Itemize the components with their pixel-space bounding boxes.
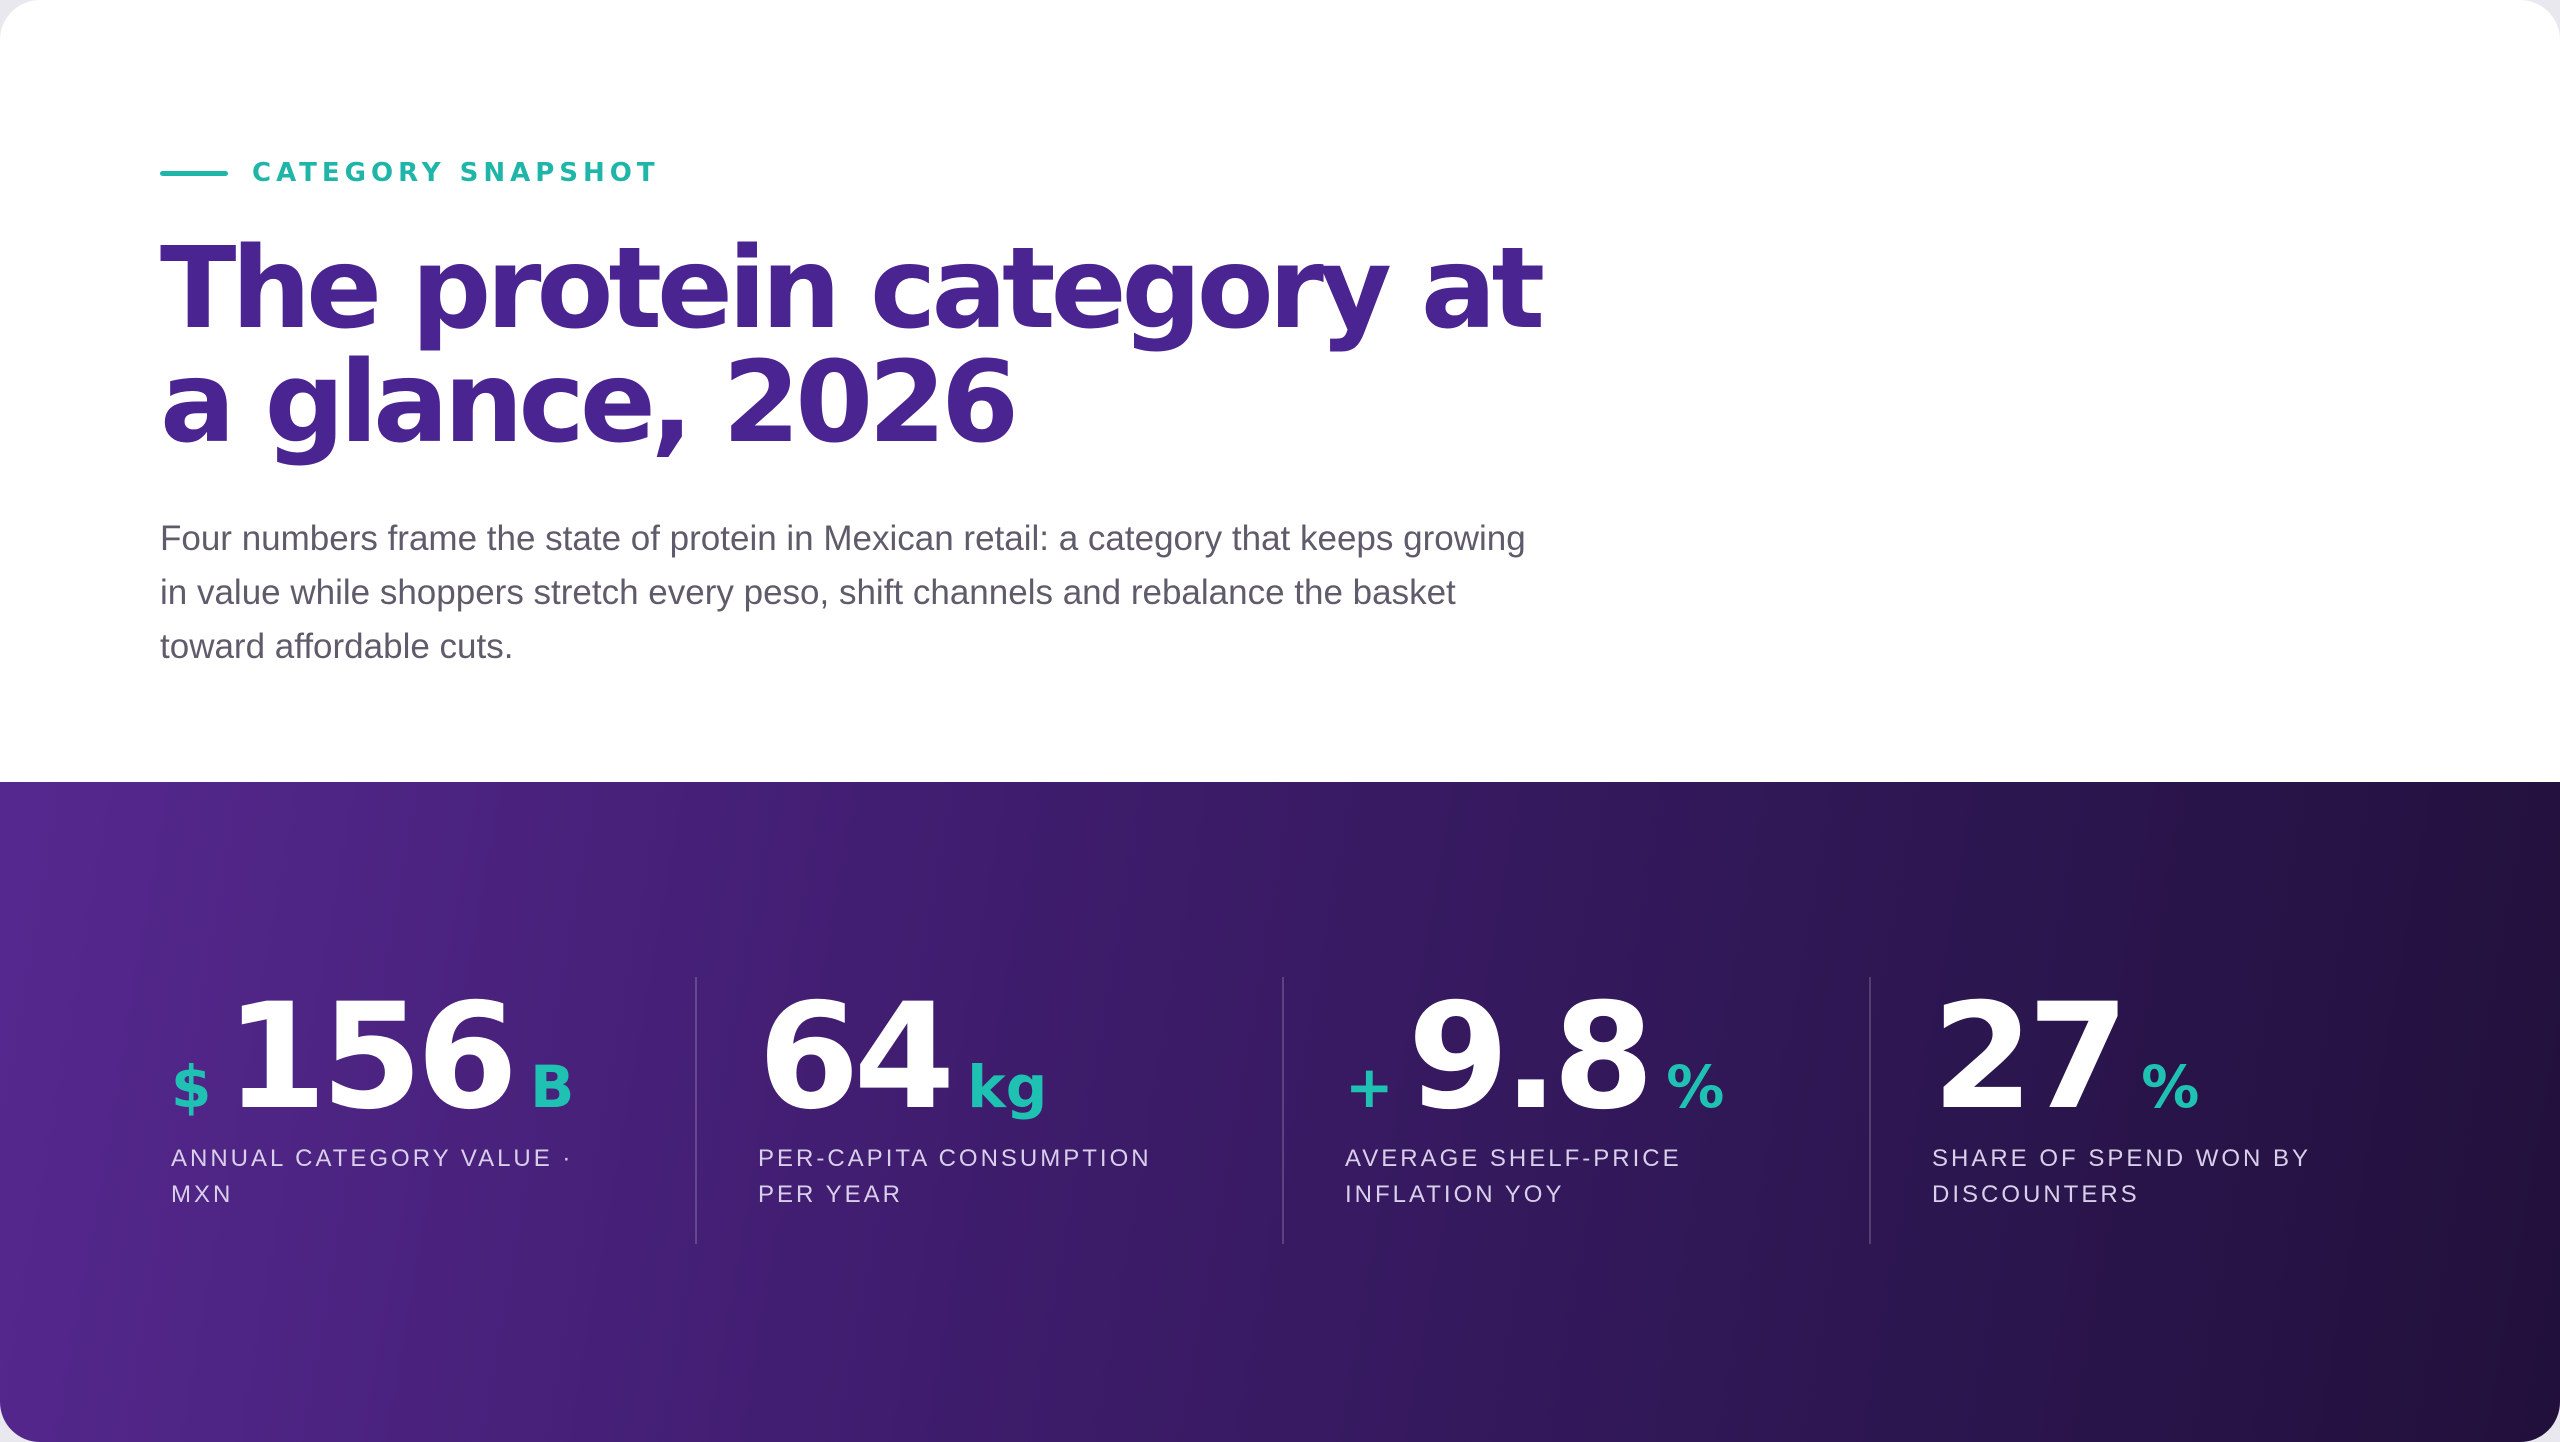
stat-unit: % [2141, 1053, 2200, 1121]
stat-label: ANNUAL CATEGORY VALUE · MXN [171, 1145, 574, 1208]
stats-panel: $156 B ANNUAL CATEGORY VALUE · MXN 64 kg PER-… [0, 782, 2560, 1442]
title: The protein category at a glance, 2026 [160, 224, 1545, 468]
stat-figure: +9.8% [1345, 977, 1869, 1137]
header: CATEGORY SNAPSHOT The protein category a… [160, 158, 1545, 666]
stat-label: PER-CAPITA CONSUMPTION PER YEAR [758, 1145, 1152, 1208]
stat-value: 156 [225, 972, 518, 1142]
stat: +9.8% AVERAGE SHELF-PRICE INFLATION YOY [1282, 977, 1869, 1244]
stat-figure: 64 kg [758, 977, 1282, 1137]
stat-unit: % [1666, 1053, 1725, 1121]
stat-label: SHARE OF SPEND WON BY DISCOUNTERS [1932, 1145, 2311, 1208]
stat: 64 kg PER-CAPITA CONSUMPTION PER YEAR [695, 977, 1282, 1244]
stat-value: 64 [758, 972, 955, 1142]
stat-label: AVERAGE SHELF-PRICE INFLATION YOY [1345, 1145, 1682, 1208]
eyebrow: CATEGORY SNAPSHOT [160, 158, 660, 188]
stat-figure: 27% [1932, 977, 2456, 1137]
stat-value: 9.8 [1407, 972, 1655, 1142]
description: Four numbers frame the state of protein … [160, 519, 1526, 666]
stat-unit: B [530, 1053, 575, 1121]
stats: $156 B ANNUAL CATEGORY VALUE · MXN 64 kg PER-… [110, 977, 2456, 1244]
eyebrow-rule [160, 170, 228, 176]
stat-prefix: + [1345, 1053, 1394, 1121]
stat-unit: kg [967, 1053, 1048, 1121]
stat-prefix: $ [171, 1053, 212, 1121]
stat-figure: $156 B [171, 977, 695, 1137]
eyebrow-text: CATEGORY SNAPSHOT [252, 158, 660, 188]
stat: $156 B ANNUAL CATEGORY VALUE · MXN [110, 977, 695, 1244]
stat-value: 27 [1932, 972, 2129, 1142]
stat: 27% SHARE OF SPEND WON BY DISCOUNTERS [1869, 977, 2456, 1244]
